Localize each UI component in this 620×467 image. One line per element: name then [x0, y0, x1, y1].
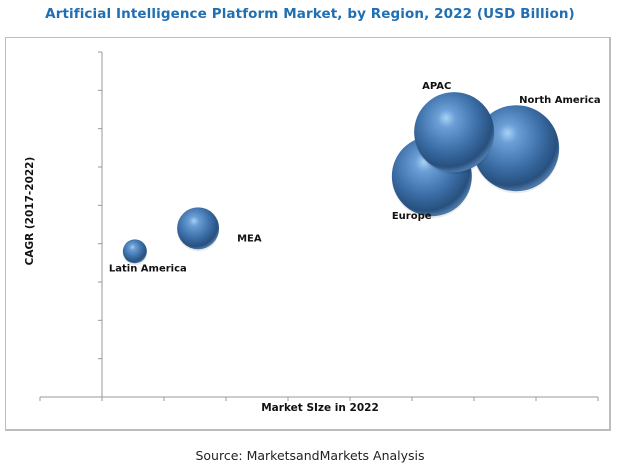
bubbles — [122, 92, 560, 266]
bubble-label: Latin America — [109, 263, 187, 274]
chart-frame — [5, 37, 611, 431]
x-axis-label: Market SIze in 2022 — [261, 402, 379, 414]
chart-title: Artificial Intelligence Platform Market,… — [45, 6, 575, 22]
bubble-label: North America — [519, 95, 601, 106]
axes — [39, 51, 599, 401]
y-axis-label: CAGR (2017-2022) — [24, 156, 36, 266]
bubble-apac — [414, 92, 495, 173]
bubble-mea — [177, 207, 220, 250]
bubble-label: APAC — [422, 81, 451, 92]
bubble-latin-america — [122, 239, 147, 264]
bubble-label: MEA — [237, 233, 262, 244]
bubble-label: Europe — [392, 211, 432, 222]
source-note: Source: MarketsandMarkets Analysis — [195, 448, 425, 463]
bubble-labels: Latin America MEA Europe APAC North America — [109, 81, 601, 274]
bubble-north-america — [473, 105, 560, 192]
